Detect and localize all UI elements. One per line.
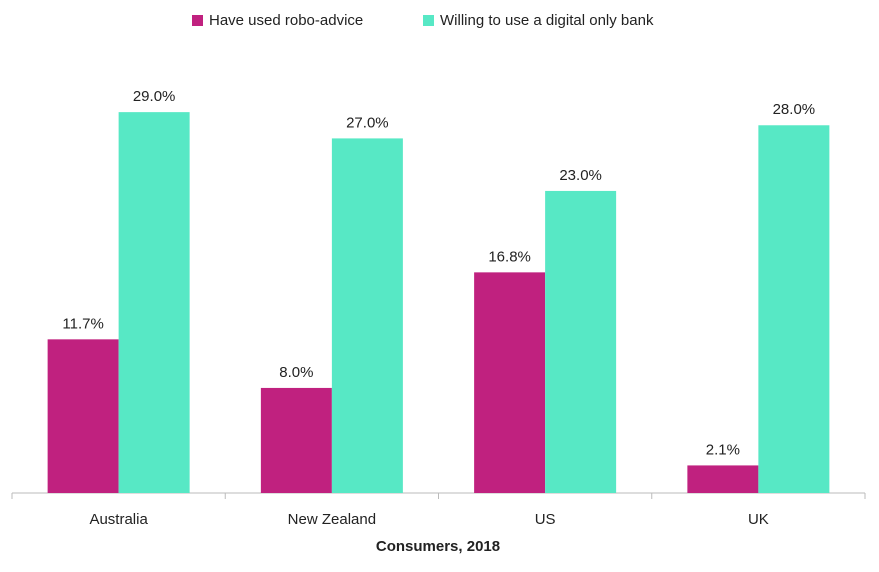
- bar: [687, 465, 759, 493]
- legend-label: Have used robo-advice: [209, 12, 363, 29]
- bar: [758, 125, 830, 494]
- bar: [474, 272, 546, 493]
- bar: [260, 387, 332, 493]
- legend-swatch: [192, 15, 203, 26]
- value-label: 2.1%: [706, 441, 740, 458]
- legend-swatch: [423, 15, 434, 26]
- value-label: 28.0%: [773, 101, 816, 118]
- bar: [545, 190, 617, 493]
- value-label: 29.0%: [133, 88, 176, 105]
- bar: [331, 138, 403, 493]
- x-axis-title: Consumers, 2018: [376, 538, 500, 555]
- bar: [118, 112, 190, 493]
- x-tick-label: Australia: [89, 511, 148, 528]
- legend-label: Willing to use a digital only bank: [440, 12, 654, 29]
- value-label: 8.0%: [279, 364, 313, 381]
- value-label: 16.8%: [488, 248, 531, 265]
- bar: [47, 339, 119, 493]
- x-tick-label: New Zealand: [288, 511, 376, 528]
- value-label: 23.0%: [559, 167, 602, 184]
- x-tick-label: UK: [748, 511, 769, 528]
- x-tick-label: US: [535, 511, 556, 528]
- value-label: 27.0%: [346, 114, 389, 131]
- value-label: 11.7%: [62, 315, 103, 332]
